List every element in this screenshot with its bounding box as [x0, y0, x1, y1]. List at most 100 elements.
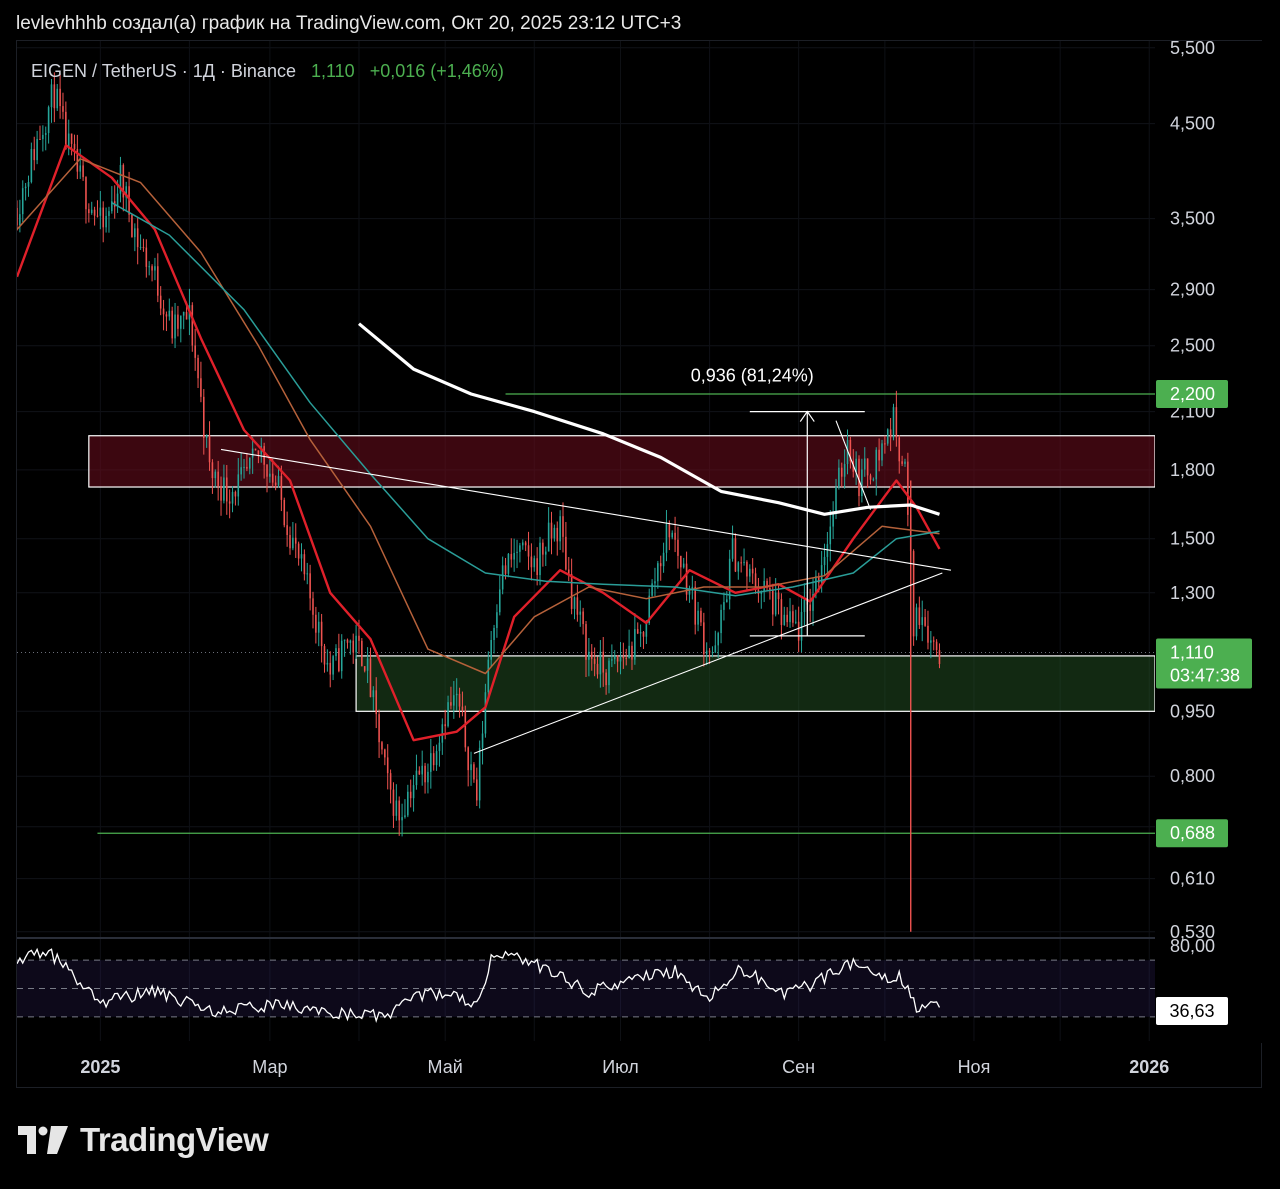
- candle-body: [453, 695, 455, 706]
- candle-body: [223, 477, 225, 501]
- candle-body: [516, 551, 518, 553]
- price-badge-label: 1,110: [1170, 642, 1214, 662]
- price-badge: [1156, 380, 1228, 409]
- candle-body: [225, 477, 228, 502]
- candle-body: [447, 702, 449, 727]
- candle-body: [731, 538, 734, 559]
- candle-body: [33, 149, 36, 161]
- candle-body: [17, 207, 18, 226]
- candle-body: [619, 657, 622, 662]
- candle-body: [191, 305, 194, 346]
- candle-body: [50, 84, 53, 108]
- candle-body: [182, 311, 185, 316]
- candle-body: [596, 663, 599, 675]
- candle-body: [343, 639, 346, 641]
- candle-body: [292, 537, 294, 549]
- price-tick: 2,900: [1170, 280, 1215, 300]
- candle-body: [349, 640, 352, 643]
- candle-body: [682, 563, 685, 568]
- candle-body: [628, 645, 630, 659]
- price-chart[interactable]: 0,936 (81,24%) 5,500 4,500 3,500 2,900 2,500…: [17, 41, 1263, 1089]
- candle-body: [177, 314, 179, 329]
- candle-body: [524, 542, 527, 546]
- candle-body: [507, 553, 510, 574]
- candle-body: [280, 476, 283, 500]
- candle-body: [783, 614, 786, 625]
- price-tick: 0,800: [1170, 766, 1215, 786]
- candle-body: [588, 651, 590, 660]
- price-axis: 5,5004,5003,5002,9002,5002,1001,8001,500…: [1155, 41, 1263, 1043]
- candle-body: [533, 558, 536, 568]
- candle-body: [685, 563, 688, 595]
- candle-body: [927, 625, 929, 643]
- candle-body: [24, 186, 27, 189]
- candle-body: [703, 622, 705, 655]
- candle-body: [116, 193, 119, 207]
- candle-body: [312, 598, 314, 615]
- grid: [17, 41, 1263, 1041]
- candle-body: [817, 576, 820, 583]
- candle-body: [85, 177, 87, 210]
- candle-body: [62, 106, 64, 112]
- candle-body: [145, 247, 148, 267]
- candle-body: [283, 499, 286, 526]
- candle-body: [470, 764, 472, 771]
- candle-body: [389, 773, 392, 790]
- candle-body: [392, 789, 395, 816]
- candle-body: [294, 537, 297, 544]
- candle-body: [797, 621, 800, 641]
- candle-body: [159, 295, 162, 309]
- time-tick: Май: [428, 1057, 463, 1077]
- price-tick: 1,800: [1170, 460, 1215, 480]
- candle-body: [300, 554, 303, 559]
- candle-body: [346, 639, 349, 643]
- candle-body: [878, 449, 880, 461]
- candle-body: [622, 657, 625, 659]
- candle-body: [67, 133, 70, 150]
- support-zone: [355, 655, 1156, 712]
- time-tick: Ноя: [958, 1057, 991, 1077]
- candle-body: [734, 538, 737, 572]
- candle-body: [332, 656, 334, 675]
- moving-averages: [17, 144, 941, 742]
- candle-body: [438, 742, 441, 752]
- candle-body: [769, 588, 771, 591]
- candle-body: [125, 186, 127, 198]
- candle-body: [237, 474, 240, 497]
- price-tick: 0,610: [1170, 869, 1215, 889]
- candle-body: [579, 611, 582, 615]
- price-tick: 1,500: [1170, 529, 1215, 549]
- candle-body: [481, 733, 484, 748]
- candle-body: [593, 658, 596, 664]
- candle-body: [102, 207, 105, 228]
- candle-body: [53, 84, 56, 109]
- candle-body: [139, 247, 142, 249]
- candle-body: [220, 485, 222, 501]
- time-tick: Мар: [252, 1057, 287, 1077]
- candle-body: [76, 149, 79, 172]
- resistance-zone: [88, 435, 1156, 488]
- candle-body: [157, 266, 159, 296]
- candle-body: [823, 556, 826, 566]
- candle-body: [677, 539, 679, 556]
- candle-body: [79, 165, 82, 172]
- candle-body: [171, 310, 173, 339]
- candle-body: [185, 311, 188, 320]
- candle-body: [657, 563, 659, 582]
- candle-body: [924, 617, 926, 626]
- candle-body: [39, 138, 41, 140]
- candle-body: [412, 785, 415, 799]
- time-axis: 2025 Мар Май Июл Сен Ноя 2026: [80, 1057, 1169, 1077]
- candle-body: [510, 553, 513, 560]
- candle-body: [872, 479, 875, 481]
- candle-body: [780, 599, 783, 625]
- candle-body: [740, 562, 742, 564]
- candle-body: [904, 461, 906, 464]
- candle-body: [849, 439, 852, 462]
- candle-body: [840, 467, 843, 477]
- svg-text:EIGEN / TetherUS · 1Д · Binanc: EIGEN / TetherUS · 1Д · Binance 1,110 +0…: [31, 61, 504, 81]
- candle-body: [794, 621, 797, 623]
- candle-body: [749, 568, 751, 577]
- candle-body: [634, 629, 636, 660]
- candle-body: [726, 599, 728, 603]
